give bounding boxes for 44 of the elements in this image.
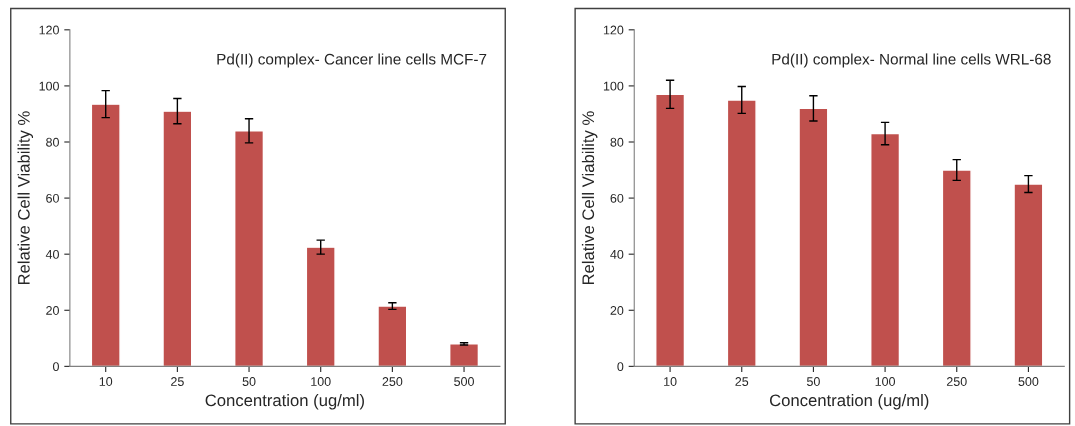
y-tick-label: 100	[39, 81, 59, 91]
y-axis-title: Relative Cell Viability %	[17, 111, 34, 285]
y-tick-label: 120	[39, 25, 59, 35]
y-tick-label: 0	[53, 362, 59, 372]
y-tick-label: 40	[610, 249, 624, 259]
y-tick-label: 100	[603, 81, 624, 91]
bar	[1013, 183, 1044, 367]
x-tick-label: 25	[171, 377, 184, 386]
y-tick-label: 120	[603, 25, 624, 35]
y-tick-label: 80	[46, 137, 59, 147]
y-tick-label: 20	[46, 306, 59, 315]
x-tick-label: 250	[946, 377, 967, 386]
bar	[234, 130, 265, 367]
x-tick-label: 100	[875, 377, 896, 386]
y-tick-label: 20	[610, 306, 624, 315]
bar	[655, 93, 686, 367]
bar	[162, 110, 193, 367]
x-tick-label: 500	[1018, 377, 1039, 386]
bar	[798, 107, 829, 367]
x-tick-label: 500	[454, 377, 474, 386]
y-axis-title: Relative Cell Viability %	[581, 111, 598, 285]
x-tick-label: 10	[99, 377, 113, 386]
x-tick-label: 10	[664, 377, 677, 386]
y-tick-label: 60	[46, 193, 59, 203]
x-tick-label: 250	[382, 377, 403, 386]
y-tick-label: 60	[610, 193, 624, 203]
x-tick-label: 50	[242, 377, 256, 386]
bar	[870, 132, 901, 367]
x-axis-title: Concentration (ug/ml)	[205, 393, 364, 410]
y-tick-label: 80	[610, 137, 624, 147]
bar	[377, 305, 408, 367]
y-tick-label: 40	[45, 249, 59, 259]
bar	[449, 343, 480, 367]
bar	[305, 246, 336, 367]
x-axis-title: Concentration (ug/ml)	[769, 393, 929, 410]
text: Pd(II) complex- Cancer line cells MCF-7	[217, 53, 487, 68]
bar	[941, 169, 972, 367]
bar	[90, 103, 121, 367]
x-tick-label: 100	[311, 377, 331, 386]
x-tick-label: 50	[806, 377, 820, 386]
x-tick-label: 25	[735, 377, 749, 386]
bar	[726, 99, 757, 367]
y-tick-label: 0	[617, 362, 624, 372]
text: Pd(II) complex- Normal line cells WRL-68	[772, 53, 1051, 68]
